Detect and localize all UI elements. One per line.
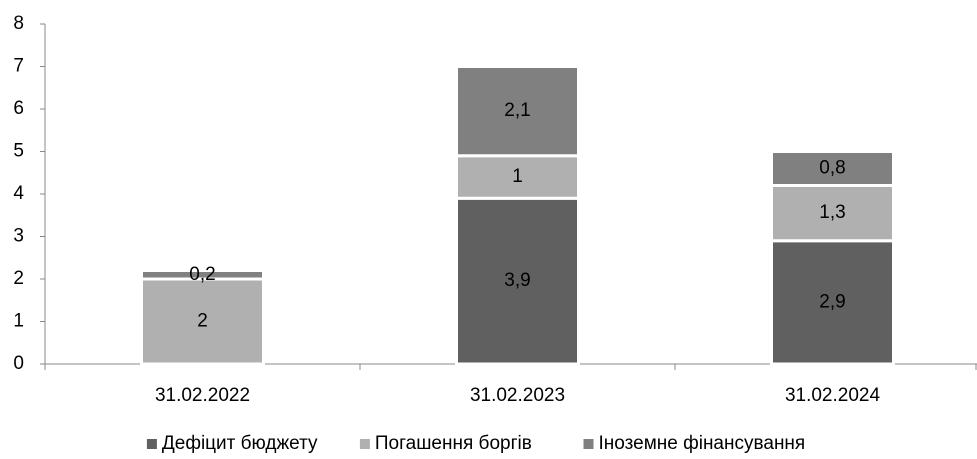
- legend-label: Іноземне фінансування: [599, 433, 806, 454]
- y-tick-label: 7: [13, 56, 24, 77]
- legend-swatch: [583, 439, 594, 449]
- data-label: 3,9: [504, 270, 530, 291]
- data-label: 2,1: [504, 100, 530, 121]
- legend-swatch: [359, 439, 370, 449]
- data-label: 2: [197, 311, 208, 332]
- y-tick-label: 1: [13, 311, 24, 332]
- data-label: 0,2: [189, 264, 215, 285]
- y-tick-label: 0: [13, 353, 24, 374]
- y-tick-label: 8: [13, 13, 24, 34]
- x-tick-label: 31.02.2024: [785, 385, 881, 406]
- y-tick-label: 6: [13, 98, 24, 119]
- legend-swatch: [146, 439, 157, 449]
- data-label: 1,3: [819, 202, 845, 223]
- y-tick-label: 4: [13, 183, 24, 204]
- data-label: 2,9: [819, 291, 845, 312]
- legend-label: Дефіцит бюджету: [162, 433, 318, 454]
- y-tick-label: 3: [13, 226, 24, 247]
- legend-label: Погашення боргів: [375, 433, 532, 454]
- bar-segment: [770, 184, 895, 243]
- bar-segment: [455, 65, 580, 158]
- bar-segment: [455, 154, 580, 200]
- y-tick-label: 2: [13, 268, 24, 289]
- data-label: 0,8: [819, 158, 845, 179]
- data-label: 1: [512, 166, 523, 187]
- bar-segment: [140, 277, 265, 366]
- x-tick-label: 31.02.2023: [470, 385, 565, 406]
- bar-segment: [770, 150, 895, 187]
- bar-segment: [140, 269, 265, 281]
- x-tick-label: 31.02.2022: [155, 385, 250, 406]
- y-tick-label: 5: [13, 141, 24, 162]
